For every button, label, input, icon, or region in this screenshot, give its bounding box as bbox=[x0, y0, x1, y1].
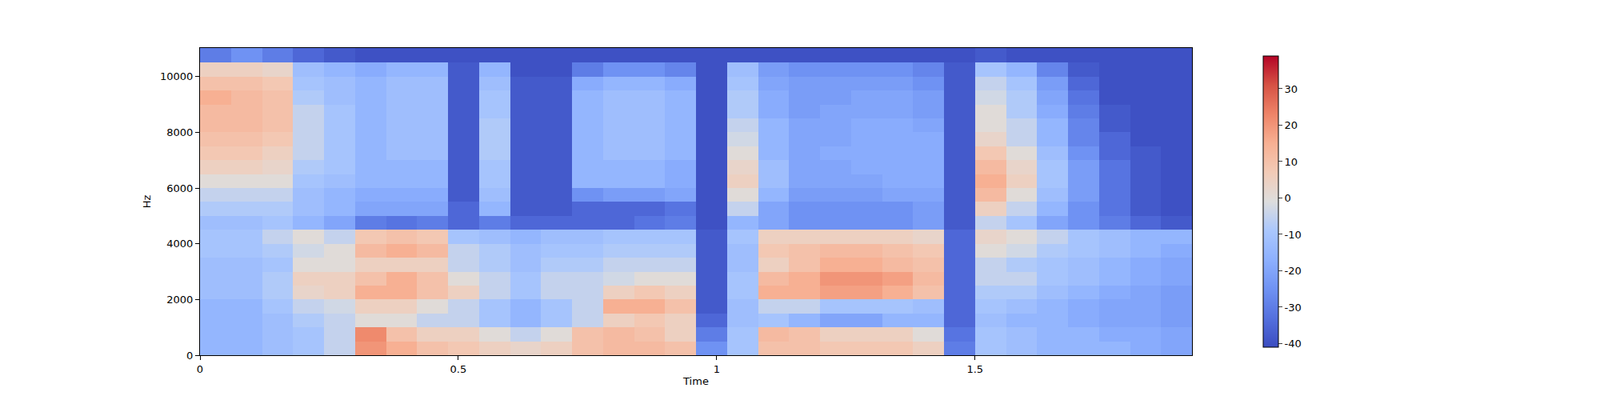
svg-text:-30: -30 bbox=[1284, 301, 1302, 314]
svg-text:4000: 4000 bbox=[166, 237, 193, 250]
svg-text:Time: Time bbox=[682, 375, 709, 388]
svg-text:-40: -40 bbox=[1284, 337, 1302, 350]
svg-text:-10: -10 bbox=[1284, 228, 1302, 241]
svg-text:30: 30 bbox=[1284, 83, 1299, 96]
svg-text:10000: 10000 bbox=[160, 70, 193, 83]
svg-text:6000: 6000 bbox=[166, 182, 193, 195]
svg-text:20: 20 bbox=[1284, 119, 1299, 132]
svg-text:2000: 2000 bbox=[166, 293, 193, 306]
svg-text:8000: 8000 bbox=[166, 126, 193, 139]
svg-text:0: 0 bbox=[196, 363, 204, 376]
svg-text:10: 10 bbox=[1284, 156, 1299, 168]
svg-text:-20: -20 bbox=[1284, 264, 1302, 277]
svg-text:0: 0 bbox=[186, 349, 193, 362]
svg-text:0.5: 0.5 bbox=[450, 363, 468, 376]
svg-text:0: 0 bbox=[1284, 192, 1292, 204]
svg-text:1: 1 bbox=[713, 363, 720, 376]
svg-text:1.5: 1.5 bbox=[966, 363, 984, 376]
svg-text:Hz: Hz bbox=[140, 195, 153, 209]
